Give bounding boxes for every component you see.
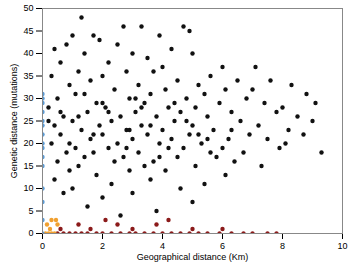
svg-text:15: 15 [23,161,33,171]
svg-text:Geographical distance (Km): Geographical distance (Km) [137,252,249,262]
svg-text:30: 30 [23,93,33,103]
svg-text:0: 0 [28,228,33,238]
svg-text:50: 50 [23,3,33,13]
svg-text:5: 5 [28,206,33,216]
svg-text:20: 20 [23,138,33,148]
svg-text:6: 6 [220,241,225,251]
svg-text:0: 0 [40,241,45,251]
svg-text:4: 4 [160,241,165,251]
svg-text:8: 8 [280,241,285,251]
svg-text:10: 10 [337,241,347,251]
svg-text:45: 45 [23,26,33,36]
svg-text:40: 40 [23,48,33,58]
svg-text:10: 10 [23,183,33,193]
svg-text:25: 25 [23,116,33,126]
svg-text:35: 35 [23,71,33,81]
svg-text:2: 2 [100,241,105,251]
svg-text:Genetic distance (mutations): Genetic distance (mutations) [9,64,19,179]
